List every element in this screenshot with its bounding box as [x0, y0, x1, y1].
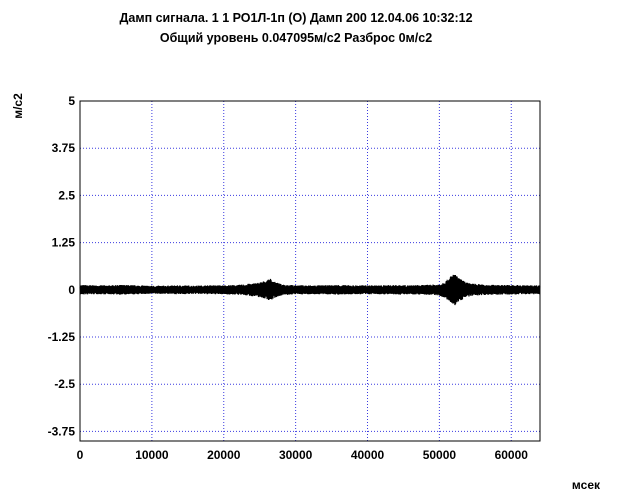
chart-subtitle: Общий уровень 0.047095м/с2 Разброс 0м/с2 — [160, 31, 432, 45]
x-tick-label: 0 — [77, 448, 84, 462]
y-tick-label: -3.75 — [48, 424, 76, 438]
x-tick-label: 60000 — [495, 448, 529, 462]
x-tick-label: 50000 — [423, 448, 457, 462]
series-group — [79, 274, 541, 306]
y-tick-labels: 5 3.75 2.5 1.25 0 -1.25 -2.5 -3.75 — [48, 94, 76, 438]
x-axis-label: мсек — [572, 478, 601, 492]
x-tick-label: 40000 — [351, 448, 385, 462]
x-tick-label: 30000 — [279, 448, 313, 462]
y-tick-label: -2.5 — [54, 377, 75, 391]
x-tick-label: 10000 — [135, 448, 169, 462]
y-tick-label: 3.75 — [52, 141, 76, 155]
y-tick-label: 5 — [68, 94, 75, 108]
y-tick-label: -1.25 — [48, 330, 76, 344]
x-tick-labels: 0 10000 20000 30000 40000 50000 60000 — [77, 448, 529, 462]
x-tick-label: 20000 — [207, 448, 241, 462]
y-tick-label: 0 — [68, 283, 75, 297]
plot-area — [79, 100, 541, 442]
signal-trace — [79, 274, 541, 306]
y-axis-label: м/с2 — [11, 93, 25, 119]
chart-title: Дамп сигнала. 1 1 РО1Л-1п (О) Дамп 200 1… — [119, 11, 472, 25]
y-tick-label: 2.5 — [58, 188, 75, 202]
grid-lines — [79, 100, 540, 441]
y-tick-label: 1.25 — [52, 236, 76, 250]
